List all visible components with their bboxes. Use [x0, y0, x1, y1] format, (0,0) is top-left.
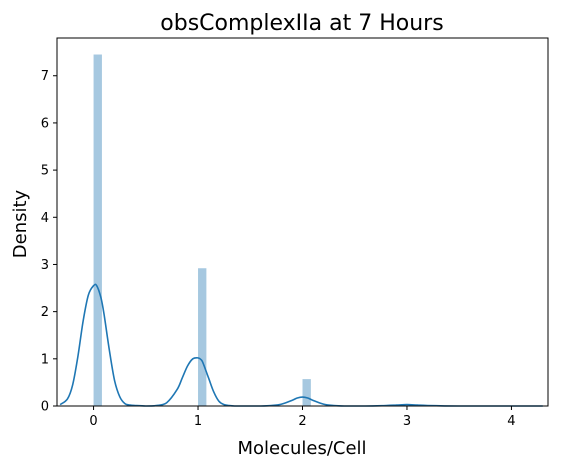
x-axis-label: Molecules/Cell	[237, 438, 366, 459]
x-tick-label: 3	[403, 414, 411, 429]
histogram-bars	[93, 54, 311, 407]
x-tick-label: 1	[194, 414, 202, 429]
x-tick-label: 2	[298, 414, 306, 429]
y-tick-label: 6	[41, 116, 49, 131]
histogram-bar-0	[93, 54, 102, 407]
histogram-bar-2	[302, 379, 311, 406]
kde-curve	[59, 283, 543, 407]
x-tick-label: 4	[507, 414, 515, 429]
y-tick-label: 7	[41, 69, 49, 84]
y-tick-label: 3	[41, 258, 49, 273]
y-axis-ticks: 0 1 2 3 4 5 6 7	[41, 69, 57, 415]
y-tick-label: 5	[41, 164, 49, 179]
y-tick-label: 0	[41, 400, 49, 415]
y-tick-label: 1	[41, 352, 49, 367]
chart-title: obsComplexIIa at 7 Hours	[160, 11, 443, 36]
y-axis-label: Density	[10, 189, 31, 258]
kde-curve-group	[59, 283, 543, 407]
x-axis-ticks: 0 1 2 3 4	[89, 406, 516, 429]
y-tick-label: 2	[41, 305, 49, 320]
y-tick-label: 4	[41, 211, 49, 226]
histogram-bar-1	[198, 268, 207, 406]
x-tick-label: 0	[89, 414, 97, 429]
plot-frame	[56, 37, 549, 407]
